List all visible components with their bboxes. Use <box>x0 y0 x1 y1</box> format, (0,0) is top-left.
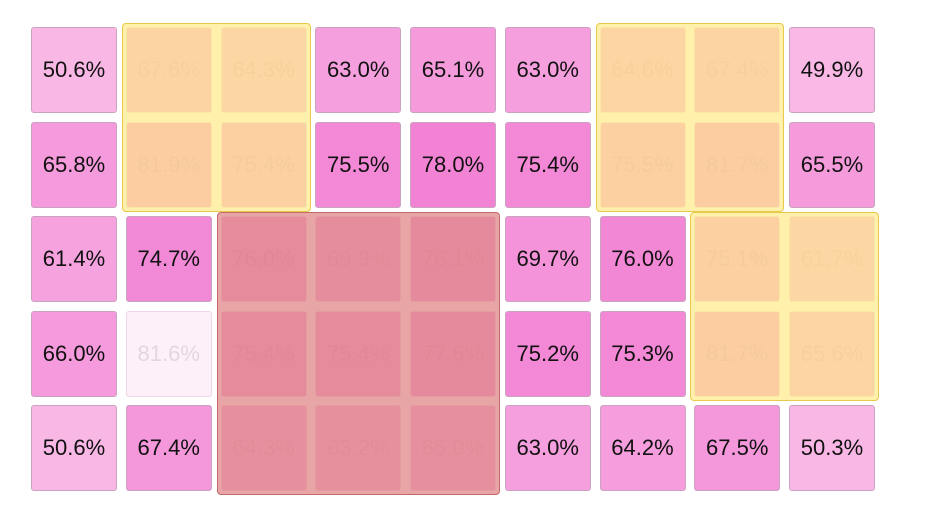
heatmap-cell: 65.8% <box>31 121 117 208</box>
heatmap-cell: 64.6% <box>599 27 686 113</box>
heatmap-cell: 75.2% <box>504 310 591 397</box>
heatmap-cell: 81.7% <box>694 121 781 208</box>
heatmap-cell: 63.0% <box>504 27 591 113</box>
heatmap-cell: 75.4% <box>220 310 307 397</box>
heatmap-cell: 66.0% <box>31 310 117 397</box>
heatmap-cell: 76.0% <box>599 216 686 302</box>
heatmap-cell: 63.0% <box>504 405 591 491</box>
heatmap-cell: 67.4% <box>694 27 781 113</box>
heatmap-cell: 67.5% <box>694 405 781 491</box>
heatmap-cell: 63.0% <box>315 27 402 113</box>
heatmap-cell: 75.3% <box>599 310 686 397</box>
heatmap-cell: 61.4% <box>31 216 117 302</box>
heatmap-cell: 63.2% <box>315 405 402 491</box>
heatmap-cell: 50.3% <box>789 405 875 491</box>
heatmap-cell: 50.6% <box>31 27 117 113</box>
heatmap-cell: 75.5% <box>599 121 686 208</box>
heatmap-cell: 81.6% <box>125 310 212 397</box>
heatmap-cell: 78.0% <box>410 121 496 208</box>
heatmap-cell: 75.5% <box>315 121 402 208</box>
heatmap-cell: 67.4% <box>125 405 212 491</box>
heatmap-cell: 67.6% <box>125 27 212 113</box>
heatmap-cell: 64.3% <box>220 405 307 491</box>
heatmap-cell: 65.5% <box>789 121 875 208</box>
heatmap-cell: 75.1% <box>694 216 781 302</box>
heatmap-cell: 75.4% <box>504 121 591 208</box>
heatmap-cell: 69.7% <box>504 216 591 302</box>
heatmap-cell: 64.3% <box>220 27 307 113</box>
heatmap-cell: 61.7% <box>789 216 875 302</box>
heatmap-cell: 74.7% <box>125 216 212 302</box>
heatmap-cell: 76.0% <box>220 216 307 302</box>
heatmap-cell: 49.9% <box>789 27 875 113</box>
heatmap-cell: 77.6% <box>410 310 496 397</box>
heatmap-cell: 81.9% <box>125 121 212 208</box>
heatmap-cell: 65.0% <box>410 405 496 491</box>
heatmap-cell: 81.7% <box>694 310 781 397</box>
heatmap-cell: 65.6% <box>789 310 875 397</box>
heatmap-cell: 75.4% <box>220 121 307 208</box>
heatmap-cell: 69.9% <box>315 216 402 302</box>
heatmap-cell: 65.1% <box>410 27 496 113</box>
heatmap-cell: 76.1% <box>410 216 496 302</box>
heatmap-cell: 64.2% <box>599 405 686 491</box>
heatmap-cell: 50.6% <box>31 405 117 491</box>
heatmap-cell: 75.4% <box>315 310 402 397</box>
